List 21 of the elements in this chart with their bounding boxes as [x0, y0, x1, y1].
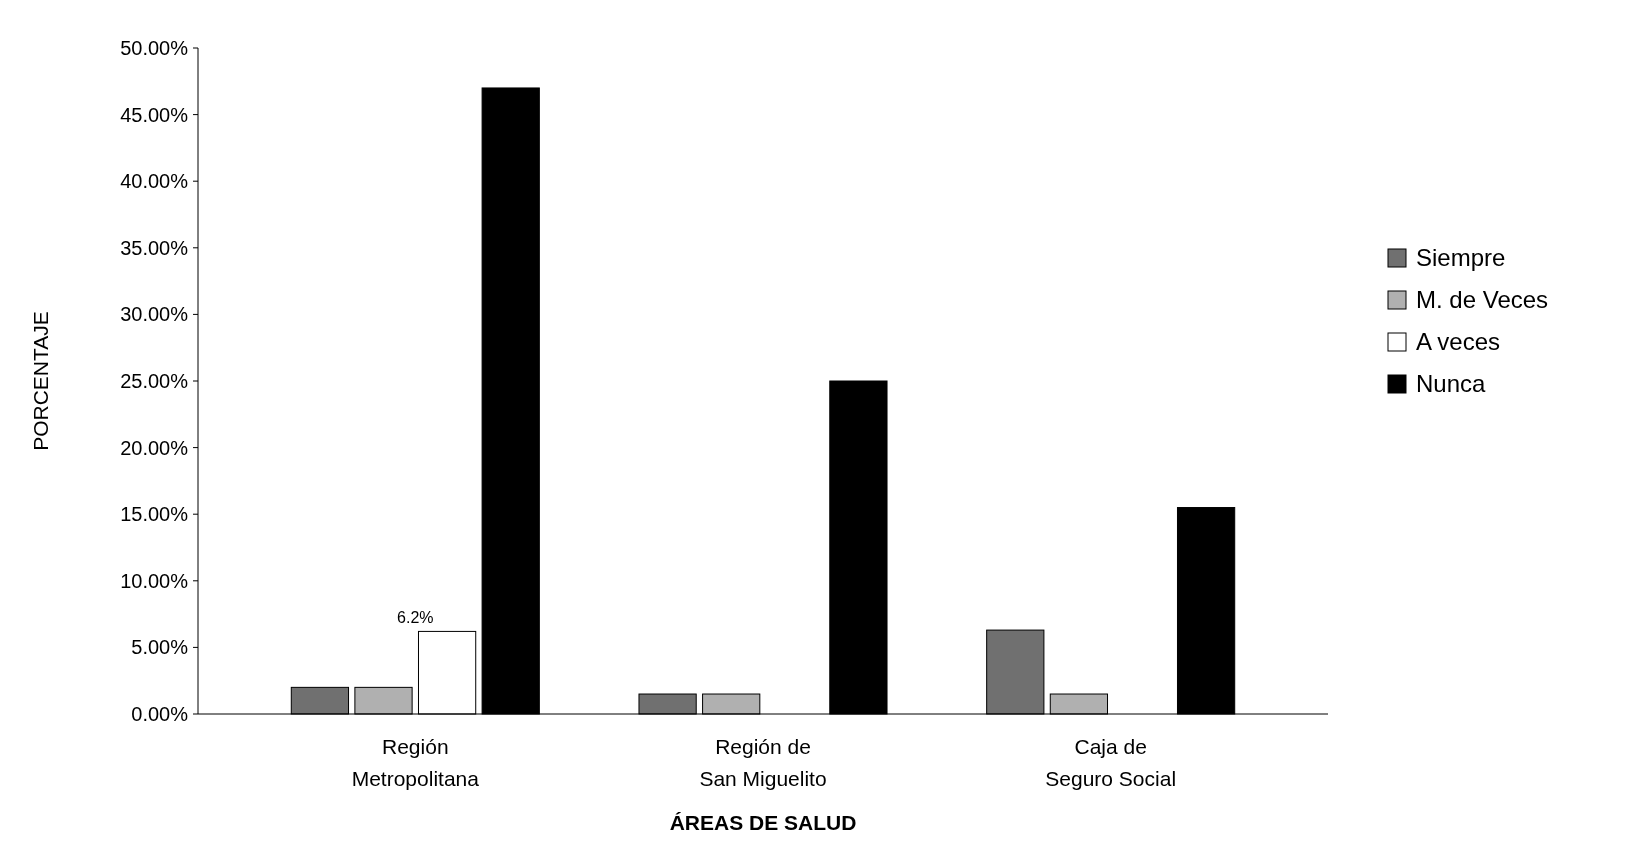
- y-tick-label: 50.00%: [120, 37, 189, 59]
- y-tick-label: 20.00%: [120, 436, 189, 459]
- legend-label: Nunca: [1416, 370, 1487, 398]
- y-tick-label: 10.00%: [120, 569, 189, 592]
- annotation: 6.2%: [397, 609, 434, 627]
- y-tick-label: 5.00%: [131, 636, 189, 659]
- y-tick-label: 45.00%: [120, 103, 189, 126]
- legend-label: A veces: [1416, 328, 1501, 356]
- legend-label: Siempre: [1416, 244, 1506, 272]
- x-tick-label: Caja de Seguro Social: [1045, 735, 1177, 790]
- y-tick-label: 35.00%: [120, 236, 189, 259]
- x-tick-label: Región de San Miguelito: [699, 735, 827, 790]
- y-tick-label: 30.00%: [120, 303, 189, 326]
- y-tick-label: 0.00%: [131, 703, 189, 725]
- x-tick-label: Región Metropolitana: [351, 735, 480, 790]
- y-tick-label: 25.00%: [120, 370, 189, 392]
- x-axis-title: ÁREAS DE SALUD: [669, 811, 857, 834]
- y-tick-label: 15.00%: [120, 503, 189, 526]
- y-axis-title: PORCENTAJE: [29, 311, 52, 451]
- y-tick-label: 40.00%: [120, 170, 189, 193]
- legend-label: M. de Veces: [1416, 286, 1549, 314]
